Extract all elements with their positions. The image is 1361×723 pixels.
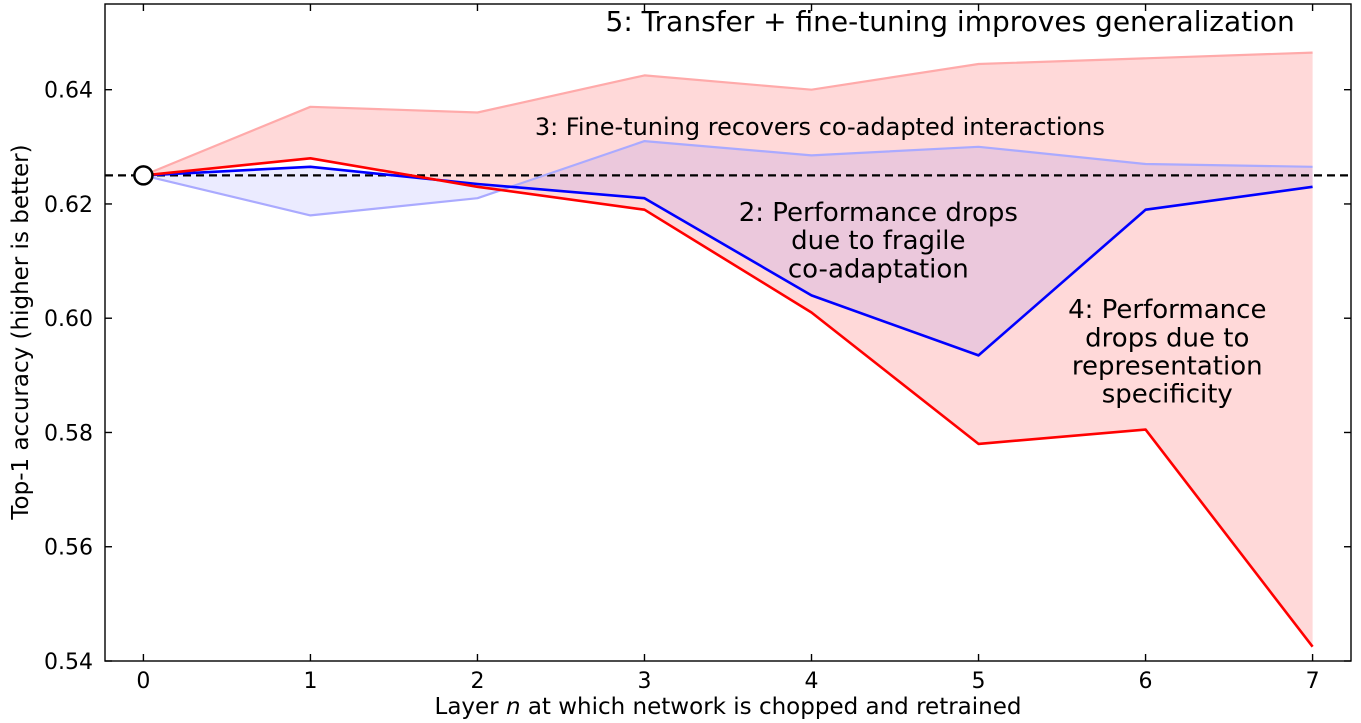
x-axis-label-text-part: at which network is chopped and retraine…	[521, 694, 1022, 720]
x-tick-label: 1	[303, 669, 317, 694]
axes-frame-group	[104, 3, 1352, 662]
annotations: 5: Transfer + fine-tuning improves gener…	[535, 5, 1295, 410]
x-tick-label: 0	[136, 669, 150, 694]
y-tick-label: 0.64	[44, 79, 93, 104]
y-tick-label: 0.62	[44, 193, 93, 218]
x-tick-label: 7	[1306, 669, 1320, 694]
x-tick-label: 4	[805, 669, 819, 694]
annotation-3-line-3: specificity	[1102, 379, 1233, 409]
series-line-3-finetune-recovers-BnB+	[143, 140, 1313, 217]
annotation-1-line-0: 3: Fine-tuning recovers co-adapted inter…	[535, 113, 1105, 141]
x-tick-label: 6	[1139, 669, 1153, 694]
x-axis-label-text-part: Layer	[435, 694, 506, 720]
x-axis-label: Layer n at which network is chopped and …	[435, 694, 1022, 720]
baseline-marker-group	[133, 165, 154, 186]
annotation-3-line-0: 4: Performance	[1068, 295, 1266, 325]
annotation-3-line-1: drops due to	[1085, 323, 1249, 353]
annotation-0-line-0: 5: Transfer + fine-tuning improves gener…	[606, 5, 1295, 38]
annotation-2-line-2: co-adaptation	[788, 254, 969, 284]
fill-areas	[143, 52, 1313, 647]
x-tick-label: 5	[972, 669, 986, 694]
x-axis-label-math-part: n	[506, 694, 521, 720]
tick-marks	[105, 4, 1351, 662]
annotation-2-line-0: 2: Performance drops	[739, 198, 1018, 228]
x-tick-label: 2	[470, 669, 484, 694]
series-line-5-transfer-finetune-AnB+	[142, 51, 1313, 177]
fill-region-3-finetune-recovers-BnB+	[143, 141, 1313, 356]
series-line-4-representation-specificity-AnB	[143, 157, 1314, 648]
tick-labels: 0 1 2 3 4 5 6 7 0.54 0.56 0.58 0.60 0.62 0.64	[44, 79, 1320, 694]
series-line-2-fragile-coadaptation-BnB	[143, 165, 1313, 357]
series-lines	[105, 51, 1351, 648]
fill-region-5-transfer-finetune-AnB+	[143, 52, 1313, 647]
y-tick-label: 0.54	[44, 650, 93, 675]
y-tick-label: 0.56	[44, 536, 93, 561]
axes-frame	[104, 3, 1352, 662]
annotation-3-line-2: representation	[1072, 351, 1263, 381]
annotation-2-line-1: due to fragile	[791, 226, 965, 256]
y-axis-label: Top-1 accuracy (higher is better)	[8, 144, 34, 520]
y-tick-label: 0.58	[44, 421, 93, 446]
x-tick-label: 3	[637, 669, 651, 694]
baseline-circle-marker	[133, 165, 154, 186]
y-tick-label: 0.60	[44, 307, 93, 332]
